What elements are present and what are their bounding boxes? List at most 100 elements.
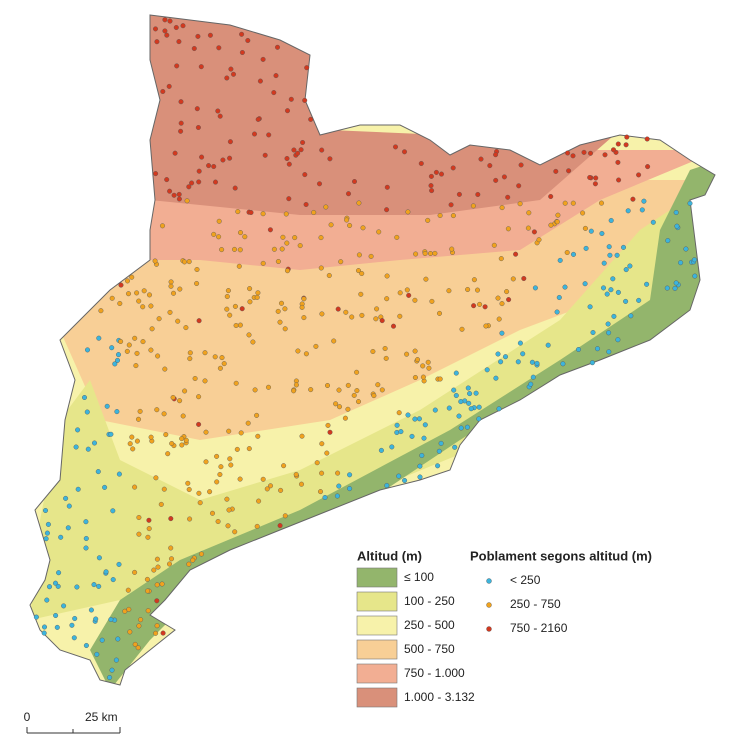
- settlement: [406, 292, 412, 298]
- settlement: [308, 387, 314, 393]
- legend-title: Poblament segons altitud (m): [470, 548, 652, 563]
- settlement: [189, 180, 195, 186]
- settlement: [428, 183, 434, 189]
- settlement: [384, 483, 390, 489]
- settlement: [495, 351, 501, 357]
- settlement: [614, 252, 620, 258]
- settlement: [154, 39, 160, 45]
- settlement: [645, 164, 651, 170]
- settlement: [156, 316, 162, 322]
- settlement: [176, 196, 182, 202]
- settlement: [402, 478, 408, 484]
- settlement: [202, 378, 208, 384]
- settlement: [280, 234, 286, 240]
- settlement: [219, 247, 225, 253]
- legend-swatch: [356, 687, 398, 708]
- settlement: [611, 147, 617, 153]
- settlement: [125, 291, 131, 297]
- settlement: [227, 155, 233, 161]
- settlement: [476, 416, 482, 422]
- settlement: [75, 486, 81, 492]
- settlement: [318, 235, 324, 241]
- settlement: [475, 191, 481, 197]
- settlement: [526, 210, 532, 216]
- settlement: [91, 582, 97, 588]
- settlement: [66, 503, 72, 509]
- settlement: [75, 427, 81, 433]
- settlement: [495, 295, 501, 301]
- settlement: [438, 440, 444, 446]
- settlement: [132, 484, 138, 490]
- settlement: [351, 392, 357, 398]
- settlement: [168, 556, 174, 562]
- settlement: [627, 263, 633, 269]
- settlement: [165, 451, 171, 457]
- settlement: [636, 172, 642, 178]
- settlement: [405, 209, 411, 215]
- settlement: [616, 177, 622, 183]
- settlement: [170, 290, 176, 296]
- settlement: [195, 124, 201, 130]
- settlement: [154, 598, 160, 604]
- settlement: [207, 489, 213, 495]
- settlement: [615, 289, 621, 295]
- settlement: [644, 281, 650, 287]
- settlement: [548, 222, 554, 228]
- legend-label: < 250: [510, 573, 541, 587]
- settlement: [164, 177, 170, 183]
- settlement: [83, 519, 89, 525]
- settlement: [187, 356, 193, 362]
- settlement: [110, 508, 116, 514]
- settlement: [47, 584, 53, 590]
- settlement: [127, 441, 133, 447]
- settlement: [557, 257, 563, 263]
- settlement: [152, 258, 158, 264]
- settlement: [606, 330, 612, 336]
- settlement: [154, 623, 160, 629]
- settlement: [453, 370, 459, 376]
- settlement: [419, 453, 425, 459]
- settlement: [599, 200, 605, 206]
- settlement: [465, 385, 471, 391]
- settlement: [397, 290, 403, 296]
- settlement: [73, 444, 79, 450]
- settlement: [621, 244, 627, 250]
- settlement: [384, 296, 390, 302]
- settlement: [212, 179, 218, 185]
- settlement: [130, 446, 136, 452]
- settlement: [292, 235, 298, 241]
- settlement: [317, 181, 323, 187]
- legend-label: 750 - 1.000: [404, 666, 465, 680]
- settlement: [299, 481, 305, 487]
- settlement: [599, 230, 605, 236]
- settlement: [286, 161, 292, 167]
- settlement: [226, 428, 232, 434]
- settlement: [138, 617, 144, 623]
- settlement: [192, 376, 198, 382]
- settlement: [260, 476, 266, 482]
- legend-swatch: [356, 567, 398, 588]
- settlement: [45, 521, 51, 527]
- settlement: [396, 473, 402, 479]
- settlement: [582, 225, 588, 231]
- settlement: [379, 387, 385, 393]
- settlement: [155, 564, 161, 570]
- settlement: [154, 556, 160, 562]
- settlement: [43, 536, 49, 542]
- settlement: [624, 134, 630, 140]
- settlement: [196, 394, 202, 400]
- settlement: [373, 316, 379, 322]
- settlement: [347, 472, 353, 478]
- settlement: [168, 545, 174, 551]
- settlement: [394, 234, 400, 240]
- settlement: [214, 453, 220, 459]
- settlement: [450, 213, 456, 219]
- settlement: [54, 624, 60, 630]
- settlement: [83, 545, 89, 551]
- settlement: [179, 442, 185, 448]
- settlement: [331, 338, 337, 344]
- settlement: [148, 347, 154, 353]
- settlement: [217, 365, 223, 371]
- settlement: [196, 318, 202, 324]
- settlement: [453, 393, 459, 399]
